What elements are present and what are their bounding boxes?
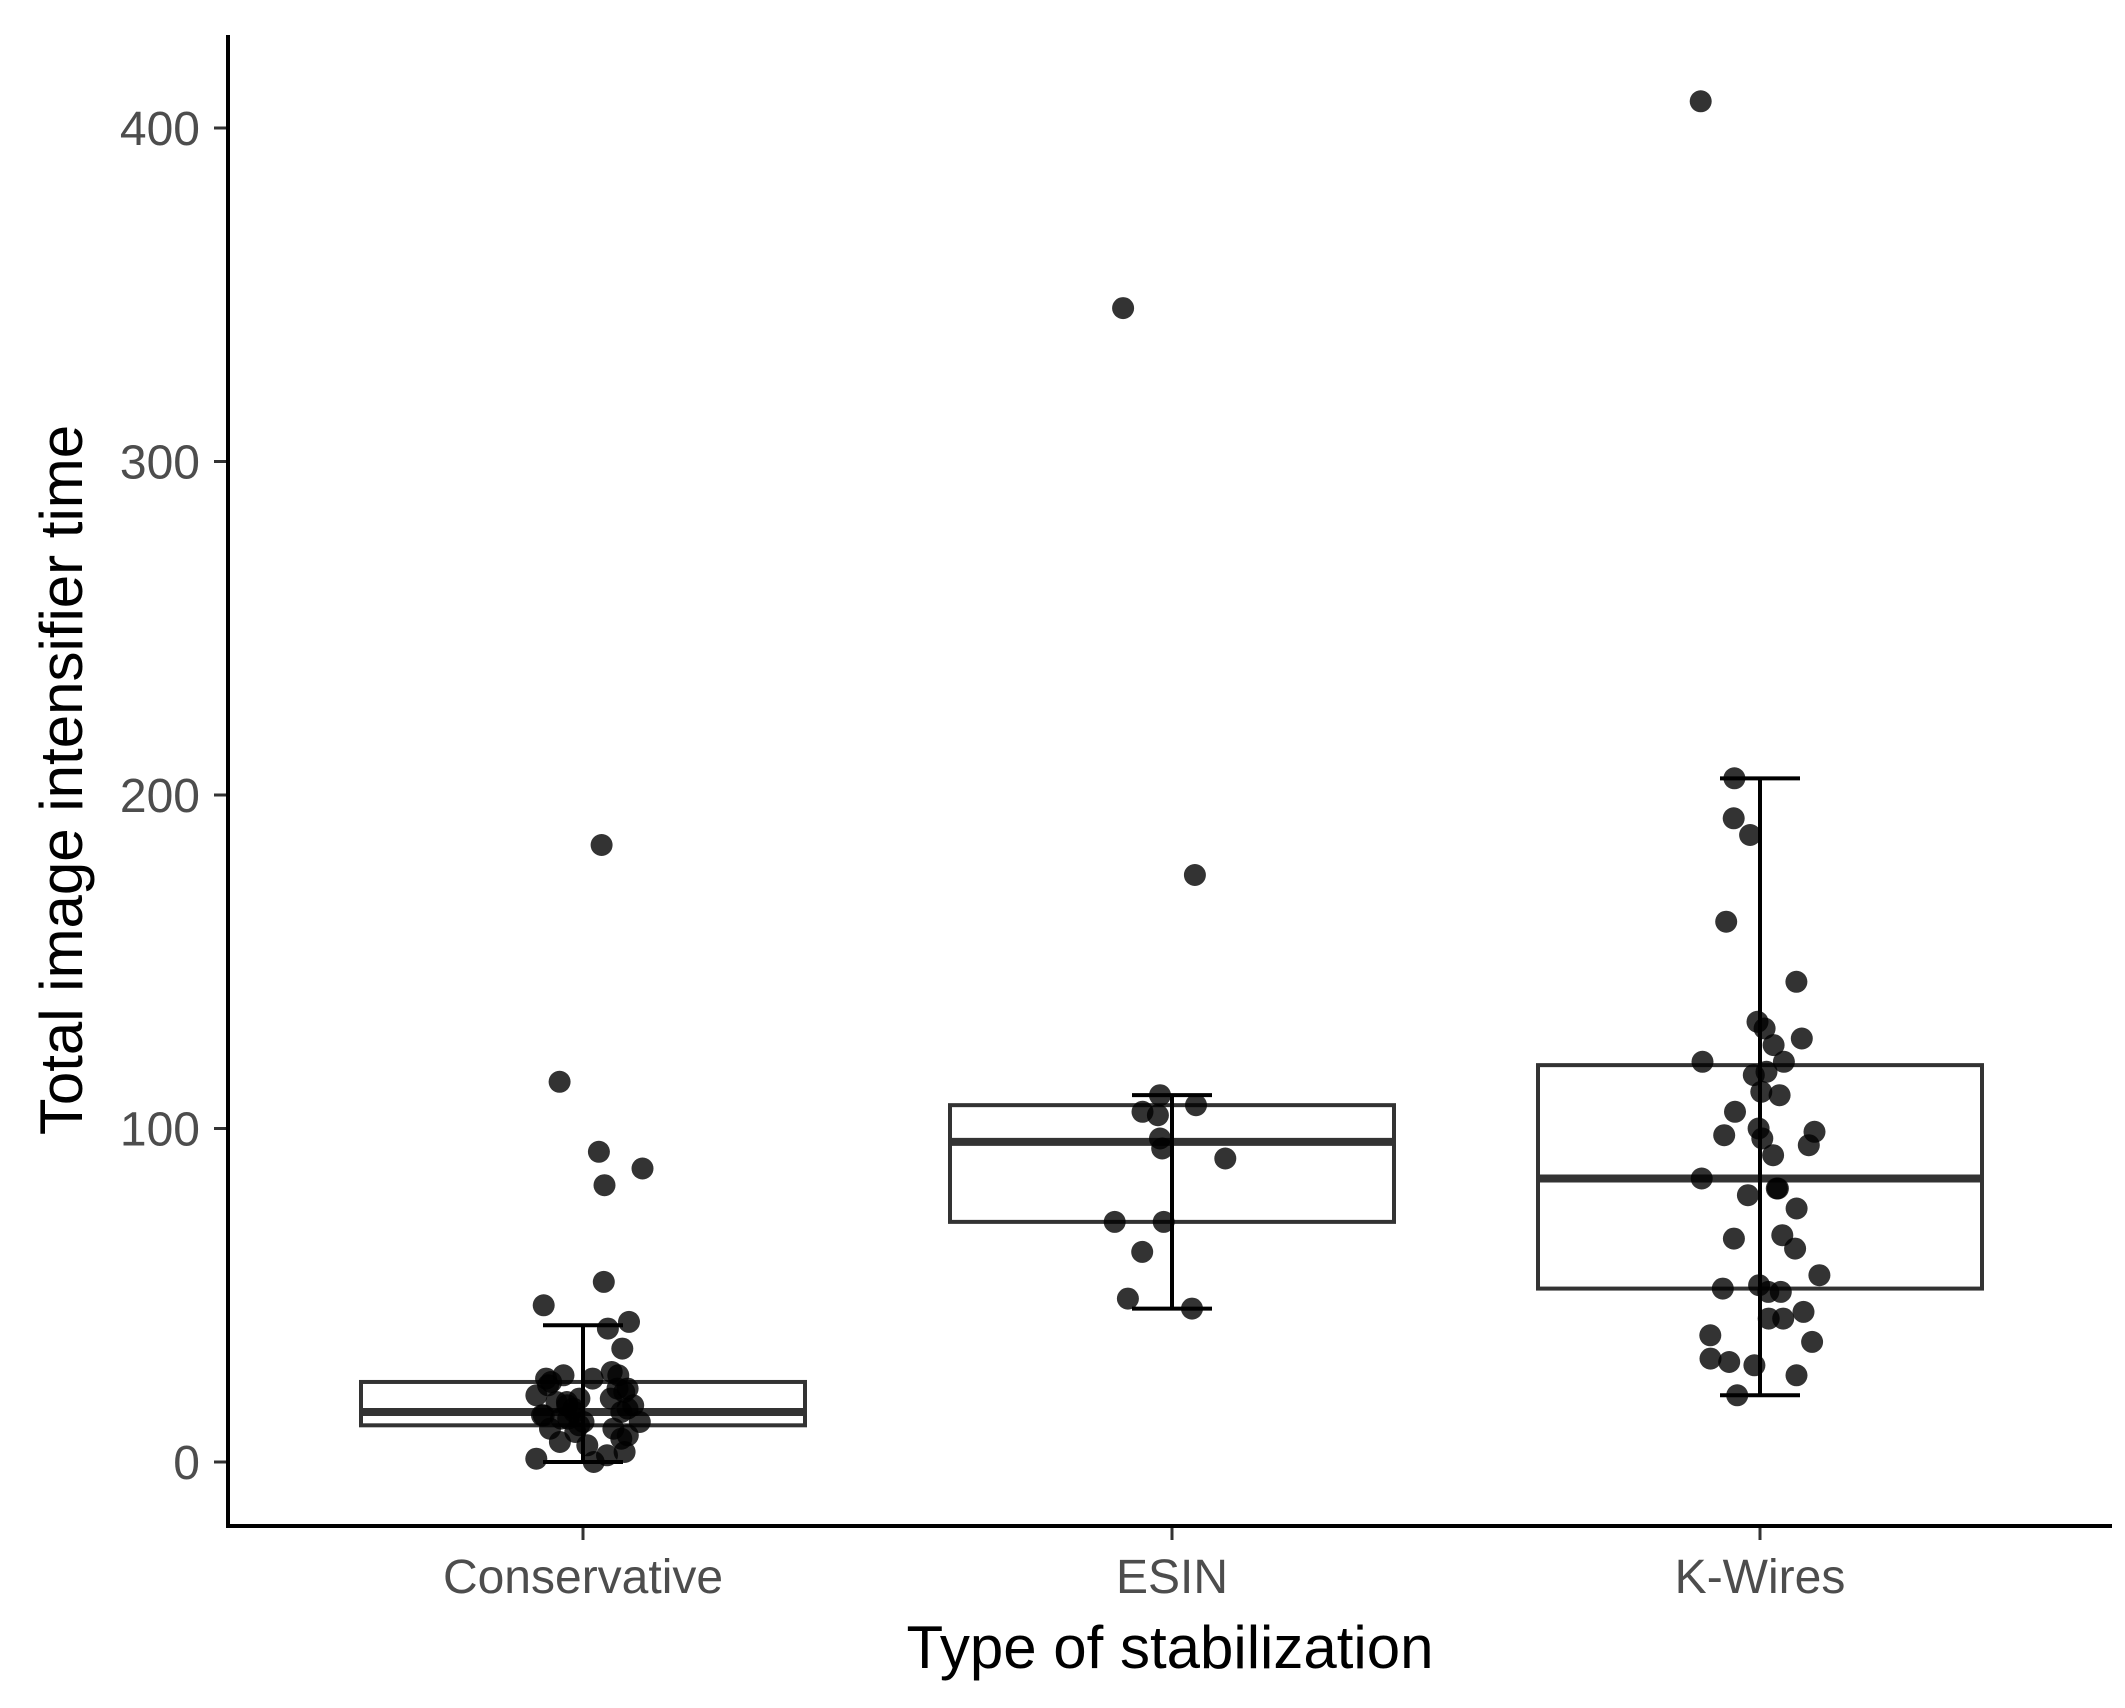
data-point [1214, 1147, 1237, 1170]
plot-marks [359, 90, 1984, 1473]
data-point [1785, 1197, 1808, 1220]
data-point [1772, 1050, 1795, 1073]
data-point [532, 1294, 555, 1317]
data-point [587, 1140, 610, 1163]
data-point [1766, 1177, 1789, 1200]
data-point [1715, 910, 1738, 933]
y-axis-ticks: 0 100 200 300 400 [120, 103, 228, 1490]
data-point [1699, 1324, 1722, 1347]
y-tick-label: 200 [120, 770, 200, 823]
data-point [1736, 1184, 1759, 1207]
data-point [1785, 1364, 1808, 1387]
data-point [576, 1434, 599, 1457]
data-point [592, 1270, 615, 1293]
data-point [1753, 1017, 1776, 1040]
data-point [1722, 1227, 1745, 1250]
data-point [1750, 1080, 1773, 1103]
box-group [1536, 90, 1984, 1407]
data-point [1718, 1351, 1741, 1373]
data-point [1762, 1144, 1785, 1167]
data-point [1768, 1084, 1791, 1107]
data-point [596, 1317, 619, 1340]
data-point [1726, 1384, 1749, 1407]
y-tick-label: 100 [120, 1104, 200, 1157]
data-point [1751, 1127, 1774, 1150]
data-point [1723, 767, 1746, 790]
data-point [1131, 1240, 1154, 1263]
data-point [1722, 807, 1745, 830]
x-tick-label: ESIN [1116, 1551, 1228, 1604]
data-point [1690, 1167, 1713, 1190]
data-point [1152, 1210, 1175, 1233]
data-point [1784, 1237, 1807, 1260]
data-point [618, 1310, 640, 1333]
y-tick-label: 300 [120, 437, 200, 490]
data-point [1146, 1104, 1169, 1127]
data-point [1185, 1094, 1207, 1117]
data-point [1181, 1297, 1203, 1320]
data-point [1790, 1027, 1813, 1050]
data-point [631, 1157, 654, 1180]
data-point [1769, 1280, 1792, 1303]
x-axis-ticks: Conservative ESIN K-Wires [443, 1526, 1845, 1604]
y-axis-title: Total image intensifier time [28, 425, 95, 1135]
x-axis-title: Type of stabilization [907, 1614, 1434, 1681]
data-point [610, 1401, 633, 1423]
box-group [948, 297, 1396, 1320]
data-point [1713, 1124, 1736, 1147]
data-point [1742, 1064, 1765, 1087]
data-point [1151, 1137, 1174, 1160]
y-tick-label: 400 [120, 103, 200, 156]
data-point [1792, 1300, 1815, 1323]
data-point [611, 1337, 634, 1360]
data-point [613, 1441, 636, 1463]
data-point [1801, 1330, 1824, 1353]
data-point [590, 834, 613, 856]
data-point [1183, 864, 1206, 886]
data-point [525, 1447, 548, 1470]
data-point [1808, 1264, 1831, 1287]
data-point [1743, 1354, 1766, 1377]
box-group [359, 834, 807, 1473]
x-tick-label: Conservative [443, 1551, 723, 1604]
data-point [1785, 970, 1808, 993]
data-point [1116, 1287, 1139, 1310]
data-point [1724, 1100, 1746, 1123]
data-point [1112, 297, 1135, 320]
data-point [1699, 1347, 1722, 1370]
data-point [1762, 1034, 1785, 1057]
data-point [1691, 1050, 1714, 1073]
data-point [581, 1367, 604, 1390]
data-point [548, 1431, 571, 1453]
data-point [582, 1451, 605, 1473]
data-point [1772, 1307, 1795, 1330]
data-point [593, 1174, 616, 1197]
data-point [1149, 1084, 1171, 1107]
data-point [525, 1384, 548, 1407]
data-point [1797, 1134, 1820, 1157]
data-point [1103, 1210, 1126, 1233]
data-point [548, 1070, 571, 1093]
x-tick-label: K-Wires [1675, 1551, 1846, 1604]
data-point [1711, 1277, 1734, 1300]
data-point [1689, 90, 1712, 113]
data-point [1739, 824, 1762, 846]
y-tick-label: 0 [173, 1437, 200, 1490]
